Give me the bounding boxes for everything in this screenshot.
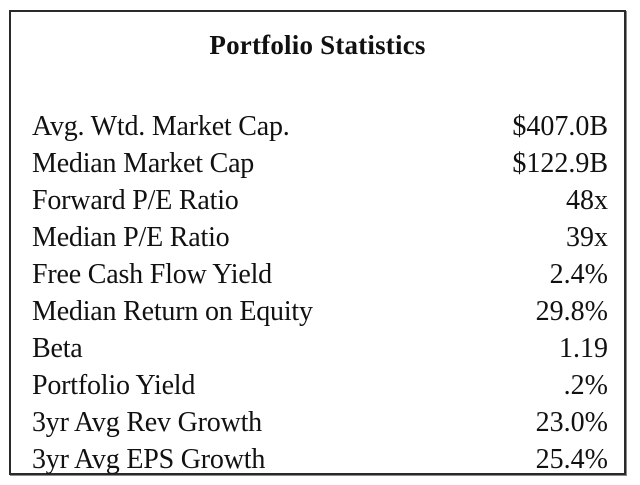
stat-row-median-pe-ratio: Median P/E Ratio 39x: [32, 219, 608, 256]
stat-row-median-roe: Median Return on Equity 29.8%: [32, 293, 608, 330]
stat-label: 3yr Avg Rev Growth: [32, 407, 262, 438]
stat-value: $122.9B: [512, 148, 608, 179]
stat-value: 2.4%: [549, 259, 608, 290]
stat-value: 25.4%: [535, 444, 608, 475]
stat-label: Median Return on Equity: [32, 296, 313, 327]
stat-value: 29.8%: [535, 296, 608, 327]
stat-label: Avg. Wtd. Market Cap.: [32, 111, 290, 142]
stat-row-forward-pe-ratio: Forward P/E Ratio 48x: [32, 182, 608, 219]
portfolio-statistics-panel: Portfolio Statistics Avg. Wtd. Market Ca…: [9, 10, 626, 475]
stat-label: Portfolio Yield: [32, 370, 196, 401]
stat-label: Median Market Cap: [32, 148, 255, 179]
stat-row-median-market-cap: Median Market Cap $122.9B: [32, 145, 608, 182]
stat-row-3yr-eps-growth: 3yr Avg EPS Growth 25.4%: [32, 441, 608, 478]
stat-value: 1.19: [559, 333, 608, 364]
stat-value: $407.0B: [512, 111, 608, 142]
stat-label: Beta: [32, 333, 83, 364]
stat-row-free-cash-flow-yield: Free Cash Flow Yield 2.4%: [32, 256, 608, 293]
stat-value: 48x: [566, 185, 608, 216]
stat-row-beta: Beta 1.19: [32, 330, 608, 367]
stat-value: .2%: [563, 370, 608, 401]
stat-label: Free Cash Flow Yield: [32, 259, 272, 290]
stat-value: 23.0%: [535, 407, 608, 438]
stat-row-avg-wtd-market-cap: Avg. Wtd. Market Cap. $407.0B: [32, 108, 608, 145]
stat-label: Forward P/E Ratio: [32, 185, 239, 216]
panel-title: Portfolio Statistics: [209, 30, 426, 60]
stat-row-portfolio-yield: Portfolio Yield .2%: [32, 367, 608, 404]
stat-label: 3yr Avg EPS Growth: [32, 444, 266, 475]
statistics-list: Avg. Wtd. Market Cap. $407.0B Median Mar…: [32, 108, 608, 478]
stat-value: 39x: [566, 222, 608, 253]
stat-label: Median P/E Ratio: [32, 222, 230, 253]
stat-row-3yr-rev-growth: 3yr Avg Rev Growth 23.0%: [32, 404, 608, 441]
